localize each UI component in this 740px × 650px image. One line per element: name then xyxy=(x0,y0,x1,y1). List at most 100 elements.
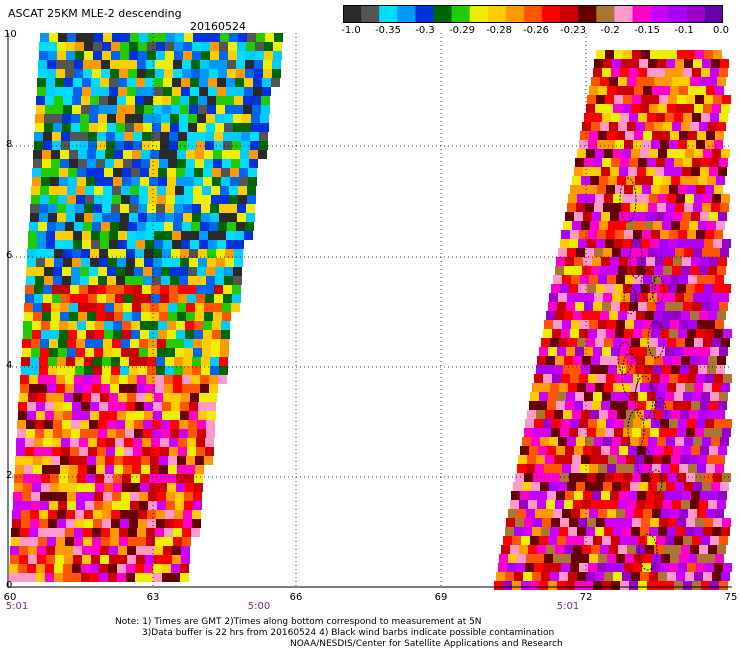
data-cell xyxy=(665,392,674,401)
data-cell xyxy=(153,411,162,420)
data-cell xyxy=(598,131,607,140)
data-cell xyxy=(637,257,646,266)
data-cell xyxy=(186,150,195,159)
data-cell xyxy=(81,249,90,258)
data-cell xyxy=(692,536,701,545)
data-cell xyxy=(610,446,619,455)
data-cell xyxy=(681,500,690,509)
data-cell xyxy=(217,240,226,249)
data-cell xyxy=(208,78,217,87)
data-cell xyxy=(703,149,712,158)
data-cell xyxy=(701,536,710,545)
data-cell xyxy=(27,411,36,420)
data-cell xyxy=(112,186,121,195)
data-cell xyxy=(105,303,114,312)
data-cell xyxy=(62,114,71,123)
data-cell xyxy=(67,348,76,357)
data-cell xyxy=(559,572,568,581)
data-cell xyxy=(82,231,91,240)
data-cell xyxy=(25,438,34,447)
data-cell xyxy=(18,564,27,573)
data-cell xyxy=(589,320,598,329)
data-cell xyxy=(614,518,623,527)
data-cell xyxy=(135,411,144,420)
data-cell xyxy=(170,429,179,438)
data-cell xyxy=(16,447,25,456)
data-cell xyxy=(111,519,120,528)
data-cell xyxy=(93,366,102,375)
data-cell xyxy=(605,428,614,437)
data-cell xyxy=(87,159,96,168)
data-cell xyxy=(208,231,217,240)
data-cell xyxy=(591,500,600,509)
data-cell xyxy=(171,573,180,582)
data-cell xyxy=(554,410,563,419)
data-cell xyxy=(142,294,151,303)
data-cell xyxy=(119,528,128,537)
data-cell xyxy=(69,150,78,159)
data-cell xyxy=(555,356,564,365)
data-cell xyxy=(621,482,630,491)
data-cell xyxy=(535,509,544,518)
data-cell xyxy=(621,437,630,446)
data-cell xyxy=(182,222,191,231)
data-cell xyxy=(720,293,729,302)
data-cell xyxy=(576,437,585,446)
data-cell xyxy=(215,123,224,132)
data-cell xyxy=(159,303,168,312)
data-cell xyxy=(201,42,210,51)
data-cell xyxy=(52,141,61,150)
data-cell xyxy=(564,545,573,554)
data-cell xyxy=(94,348,103,357)
data-cell xyxy=(704,239,713,248)
data-cell xyxy=(586,338,595,347)
data-cell xyxy=(599,176,608,185)
data-cell xyxy=(70,438,79,447)
data-cell xyxy=(190,393,199,402)
data-cell xyxy=(601,491,610,500)
data-cell xyxy=(676,383,685,392)
data-cell xyxy=(169,285,178,294)
data-cell xyxy=(123,150,132,159)
data-cell xyxy=(651,419,660,428)
data-cell xyxy=(703,338,712,347)
data-cell xyxy=(121,195,130,204)
data-cell xyxy=(246,213,255,222)
data-cell xyxy=(39,213,48,222)
data-cell xyxy=(135,105,144,114)
data-cell xyxy=(680,221,689,230)
data-cell xyxy=(265,33,274,42)
data-cell xyxy=(581,221,590,230)
data-cell xyxy=(179,267,188,276)
data-cell xyxy=(691,257,700,266)
data-cell xyxy=(107,429,116,438)
data-cell xyxy=(699,266,708,275)
data-cell xyxy=(49,195,58,204)
island-outline xyxy=(627,409,645,451)
data-cell xyxy=(659,239,668,248)
data-cell xyxy=(112,195,121,204)
data-cell xyxy=(164,222,173,231)
colorbar-label: -0.26 xyxy=(523,25,549,36)
colorbar-swatch xyxy=(469,5,489,23)
data-cell xyxy=(719,392,728,401)
data-cell xyxy=(641,239,650,248)
data-cell xyxy=(683,347,692,356)
data-cell xyxy=(694,527,703,536)
data-cell xyxy=(181,231,190,240)
data-cell xyxy=(711,59,720,68)
data-cell xyxy=(700,446,709,455)
data-cell xyxy=(183,213,192,222)
data-cell xyxy=(203,177,212,186)
data-cell xyxy=(52,285,61,294)
data-cell xyxy=(65,69,74,78)
data-cell xyxy=(199,231,208,240)
data-cell xyxy=(246,42,255,51)
data-cell xyxy=(53,267,62,276)
data-cell xyxy=(194,321,203,330)
data-cell xyxy=(211,195,220,204)
data-cell xyxy=(719,68,728,77)
data-cell xyxy=(681,356,690,365)
data-cell xyxy=(63,249,72,258)
data-cell xyxy=(48,519,57,528)
